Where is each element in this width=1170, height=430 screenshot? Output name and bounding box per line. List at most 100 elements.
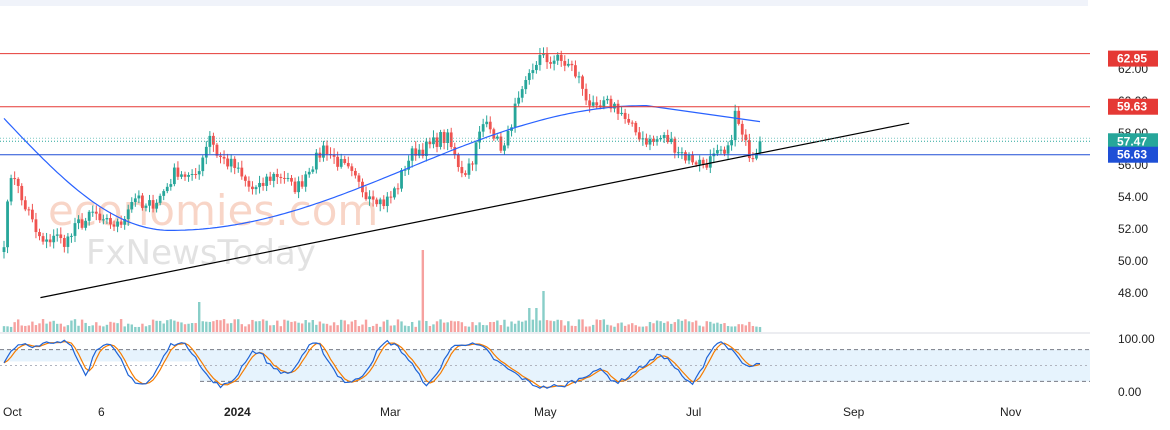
- volume-bar: [176, 321, 180, 332]
- candle-body: [126, 209, 130, 220]
- volume-bar: [414, 326, 417, 332]
- candle-body: [165, 186, 169, 192]
- candle-body: [314, 152, 318, 170]
- volume-bar: [251, 319, 254, 332]
- volume-bar: [45, 323, 48, 332]
- support-badge: [1108, 146, 1158, 163]
- candle-body: [343, 158, 347, 163]
- volume-bar: [304, 320, 307, 332]
- volume-bar: [396, 319, 400, 332]
- candle-body: [453, 147, 457, 155]
- volume-bar: [297, 322, 300, 332]
- volume-bar: [16, 319, 20, 332]
- volume-bar: [648, 321, 652, 332]
- candle-body: [52, 235, 56, 243]
- volume-bar: [403, 325, 407, 332]
- volume-bar: [109, 321, 112, 332]
- candle-body: [648, 138, 652, 145]
- candle-body: [325, 145, 329, 155]
- volume-bar: [361, 324, 364, 332]
- candle-body: [634, 122, 638, 133]
- candle-body: [513, 103, 517, 128]
- ascending-trendline: [40, 122, 910, 299]
- candle-body: [219, 155, 222, 157]
- volume-bar: [684, 319, 687, 332]
- volume-bar: [542, 291, 545, 332]
- volume-bar: [545, 320, 549, 332]
- y-tick-label: 54.00: [1118, 190, 1148, 204]
- candle-body: [346, 162, 350, 167]
- volume-bar: [680, 320, 684, 332]
- candle-body: [456, 154, 460, 168]
- candle-body: [744, 134, 748, 141]
- candle-body: [261, 182, 265, 186]
- candle-body: [293, 181, 297, 193]
- volume-bar: [503, 319, 506, 332]
- candle-body: [421, 149, 425, 157]
- candle-body: [45, 239, 48, 242]
- volume-bar: [95, 322, 98, 332]
- level-lines: [0, 53, 1090, 156]
- volume-bar: [322, 323, 325, 332]
- candle-body: [116, 221, 119, 227]
- volume-bar: [318, 321, 322, 332]
- volume-bar: [276, 320, 279, 332]
- candle-body: [613, 103, 616, 109]
- volume-bar: [134, 326, 137, 332]
- candle-body: [353, 170, 357, 176]
- volume-bar: [2, 326, 6, 332]
- candle-body: [322, 145, 325, 158]
- stochastic-k-line: [3, 339, 761, 389]
- candle-body: [94, 211, 98, 214]
- volume-bar: [254, 321, 258, 332]
- candle-body: [630, 122, 634, 124]
- volume-bar: [709, 321, 712, 332]
- volume-bar: [169, 319, 173, 332]
- volume-bar: [13, 322, 16, 332]
- candle-body: [16, 178, 20, 186]
- watermark: economies.com FxNewsToday: [48, 186, 378, 273]
- candle-body: [172, 167, 176, 185]
- candle-body: [552, 60, 556, 64]
- candle-body: [286, 177, 290, 179]
- candle-body: [176, 167, 180, 177]
- candle-body: [9, 178, 13, 202]
- volume-bar: [119, 319, 123, 332]
- volume-bar: [325, 323, 329, 332]
- stochastic-tick-label: 100.00: [1118, 332, 1155, 346]
- candle-body: [474, 142, 478, 165]
- candle-body: [393, 188, 396, 198]
- volume-bar: [386, 319, 389, 332]
- candle-body: [591, 102, 595, 106]
- volume-bar: [300, 323, 304, 332]
- volume-bar: [552, 321, 556, 332]
- volume-bar: [261, 319, 265, 332]
- volume-bar: [222, 319, 226, 332]
- candle-body: [407, 160, 411, 170]
- candle-body: [201, 157, 205, 172]
- candle-body: [311, 169, 315, 172]
- candle-body: [538, 55, 542, 65]
- candle-body: [481, 124, 485, 132]
- volume-bar: [233, 319, 236, 332]
- candle-body: [151, 200, 155, 209]
- volume-bar: [357, 326, 361, 332]
- candle-body: [531, 70, 535, 74]
- y-tick-label: 50.00: [1118, 254, 1148, 268]
- volume-bar: [226, 323, 229, 332]
- candle-body: [694, 162, 698, 165]
- candle-body: [155, 202, 159, 209]
- volume-bar: [379, 326, 382, 332]
- volume-bar: [719, 323, 723, 332]
- candle-body: [6, 201, 9, 248]
- volume-bar: [215, 319, 219, 332]
- candle-body: [467, 163, 471, 175]
- volume-bar: [670, 323, 673, 332]
- volume-bar: [130, 324, 133, 332]
- volume-bar: [432, 324, 435, 332]
- volume-bar: [31, 321, 34, 332]
- volume-bar: [286, 320, 290, 332]
- volume-bar: [141, 323, 144, 332]
- volume-bar: [24, 325, 27, 332]
